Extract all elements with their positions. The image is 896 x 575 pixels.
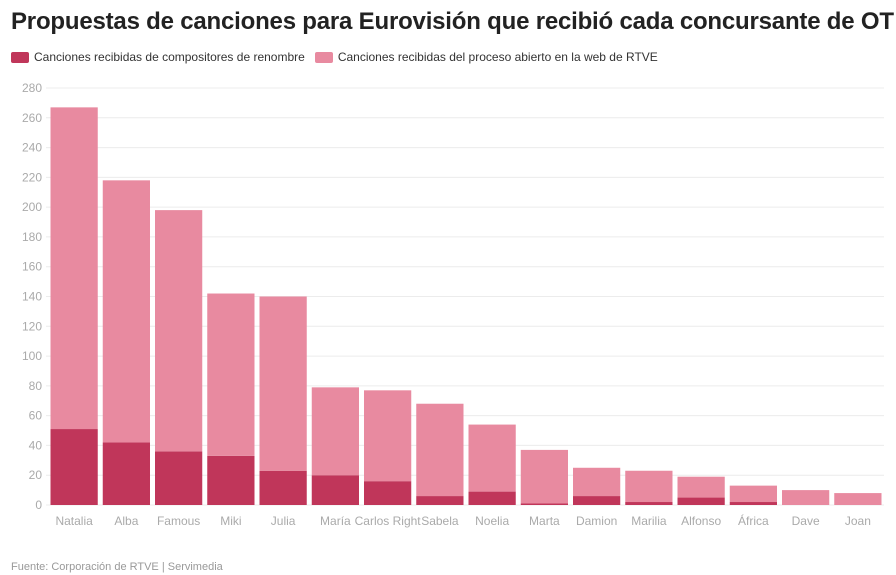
x-tick-label-joan: Joan (845, 514, 871, 528)
x-tick-label-miki: Miki (220, 514, 241, 528)
x-tick-label-sabela: Sabela (421, 514, 459, 528)
x-tick-label-marilia: Marilia (631, 514, 667, 528)
bar-alfonso-series-1 (677, 476, 725, 498)
y-tick-label-40: 40 (29, 438, 43, 452)
bar-marilia-series-0 (625, 502, 673, 505)
bar-natalia-series-0 (50, 429, 98, 505)
y-tick-label-280: 280 (22, 81, 42, 95)
legend-swatch-web (314, 51, 333, 63)
chart-legend: Canciones recibidas de compositores de r… (11, 50, 668, 64)
bar-sabela-series-0 (416, 496, 464, 505)
bar-julia-series-0 (259, 470, 307, 505)
legend-item-renombre: Canciones recibidas de compositores de r… (11, 50, 305, 64)
bar-marta-series-0 (520, 503, 568, 505)
bar-damion-series-0 (573, 496, 621, 505)
legend-item-web: Canciones recibidas del proceso abierto … (314, 50, 658, 64)
bar-maría-series-1 (311, 387, 359, 476)
y-tick-label-0: 0 (35, 498, 42, 512)
legend-label-web: Canciones recibidas del proceso abierto … (337, 50, 658, 64)
y-tick-label-100: 100 (22, 349, 42, 363)
bar-alfonso-series-0 (677, 497, 725, 505)
y-tick-label-220: 220 (22, 170, 42, 184)
y-axis: 0 20 40 60 80 100 120 140 160 180 200 220 240 260 280 (22, 81, 42, 512)
bars (50, 107, 882, 505)
x-tick-label-damion: Damion (576, 514, 617, 528)
legend-swatch-renombre (11, 51, 29, 63)
bar-alba-series-1 (102, 180, 150, 443)
bar-noelia-series-0 (468, 491, 516, 505)
bar-famous-series-0 (155, 451, 203, 505)
bar-áfrica-series-0 (729, 502, 777, 505)
y-tick-label-200: 200 (22, 200, 42, 214)
bar-áfrica-series-1 (729, 485, 777, 503)
x-tick-label-natalia: Natalia (55, 514, 93, 528)
x-tick-label-carlos-right: Carlos Right (355, 514, 422, 528)
bar-dave-series-1 (782, 490, 830, 505)
x-tick-label-áfrica: África (738, 513, 769, 528)
y-tick-label-60: 60 (29, 409, 43, 423)
y-tick-label-80: 80 (29, 379, 43, 393)
bar-carlos-right-series-1 (364, 390, 412, 482)
bar-marta-series-1 (520, 449, 568, 504)
bar-joan-series-1 (834, 493, 882, 505)
x-tick-label-maría: María (320, 514, 351, 528)
chart-title: Propuestas de canciones para Eurovisión … (11, 8, 894, 35)
bar-famous-series-1 (155, 210, 203, 452)
y-tick-label-140: 140 (22, 290, 42, 304)
y-tick-label-260: 260 (22, 111, 42, 125)
x-tick-label-alba: Alba (114, 514, 138, 528)
y-tick-label-240: 240 (22, 141, 42, 155)
legend-label-renombre: Canciones recibidas de compositores de r… (34, 50, 305, 64)
x-tick-label-julia: Julia (271, 514, 296, 528)
bar-carlos-right-series-0 (364, 481, 412, 505)
y-tick-label-120: 120 (22, 319, 42, 333)
bar-alba-series-0 (102, 442, 150, 505)
bar-marilia-series-1 (625, 470, 673, 503)
bar-natalia-series-1 (50, 107, 98, 430)
bar-maría-series-0 (311, 475, 359, 505)
x-tick-label-famous: Famous (157, 514, 200, 528)
y-tick-label-160: 160 (22, 260, 42, 274)
y-tick-label-20: 20 (29, 468, 43, 482)
bar-noelia-series-1 (468, 424, 516, 492)
x-tick-label-marta: Marta (529, 514, 560, 528)
bar-damion-series-1 (573, 467, 621, 497)
source-note: Fuente: Corporación de RTVE | Servimedia (11, 561, 223, 573)
bar-miki-series-0 (207, 455, 255, 505)
x-tick-label-noelia: Noelia (475, 514, 509, 528)
x-tick-label-alfonso: Alfonso (681, 514, 721, 528)
x-axis: Natalia Alba Famous Miki Julia María Carlos Ri… (55, 513, 870, 528)
bar-julia-series-1 (259, 296, 307, 471)
bar-sabela-series-1 (416, 403, 464, 497)
bar-miki-series-1 (207, 293, 255, 456)
y-tick-label-180: 180 (22, 230, 42, 244)
x-tick-label-dave: Dave (792, 514, 820, 528)
